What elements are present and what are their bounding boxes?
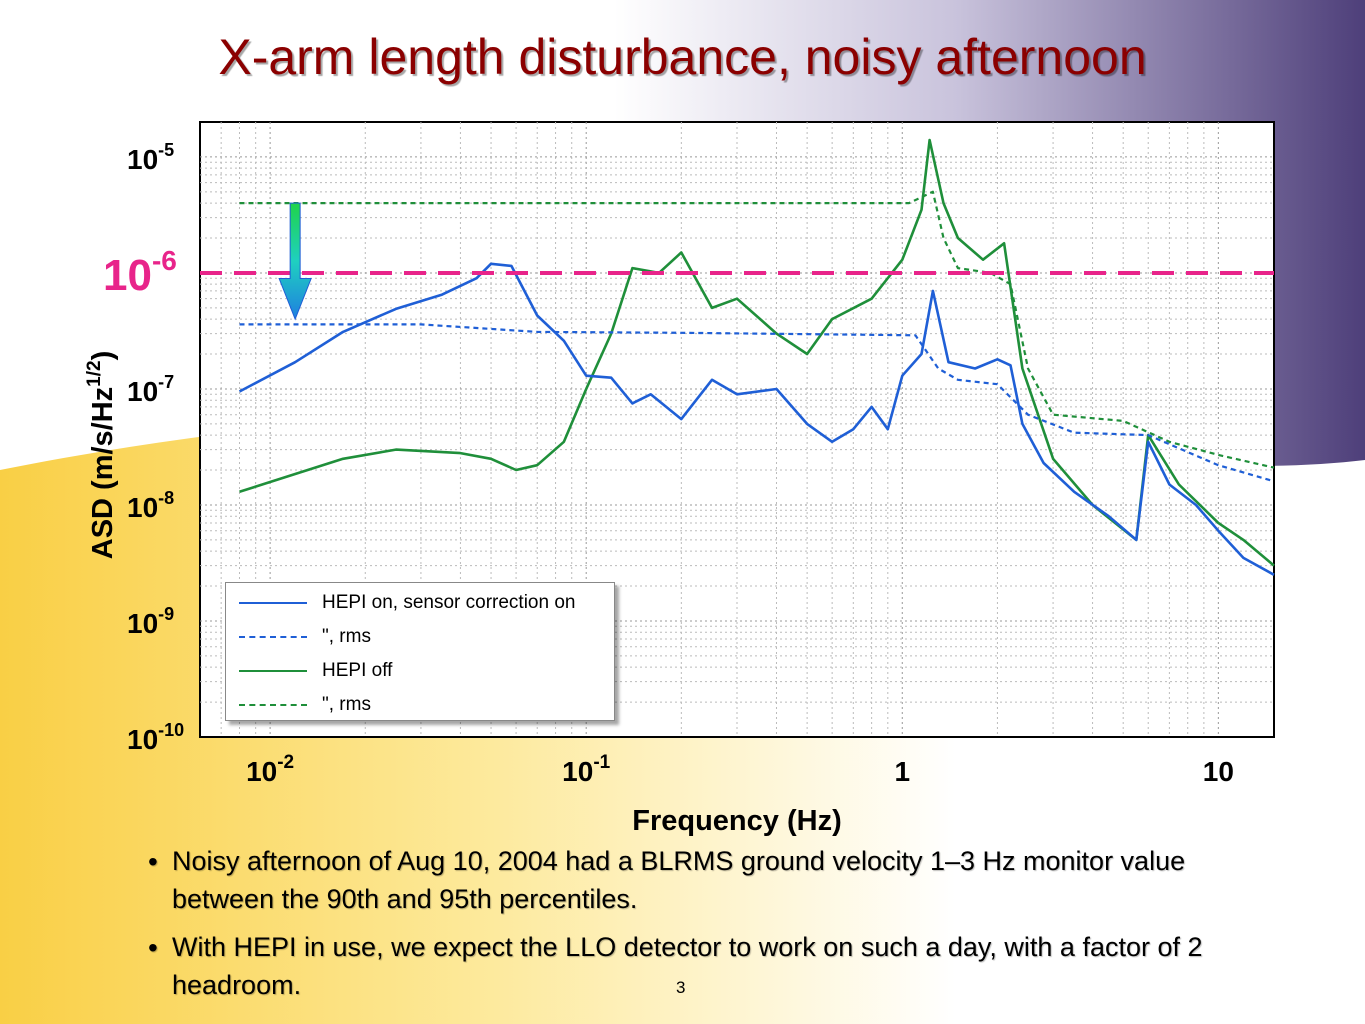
bullet-text: With HEPI in use, we expect the LLO dete… — [172, 932, 1203, 1000]
y-tick-label: 10-9 — [127, 604, 174, 639]
legend-swatch — [239, 602, 307, 604]
bullet-list: • Noisy afternoon of Aug 10, 2004 had a B… — [145, 842, 1245, 1014]
x-tick-label: 10-1 — [562, 752, 610, 787]
series-line — [239, 323, 1275, 483]
legend-swatch — [239, 670, 307, 672]
threshold-label: 10-6 — [103, 245, 177, 300]
legend-swatch — [239, 704, 307, 706]
legend-item: HEPI off — [226, 660, 614, 681]
legend-label: ", rms — [322, 694, 371, 715]
legend-label: HEPI off — [322, 660, 393, 681]
legend-item: ", rms — [226, 694, 614, 715]
threshold-layer: 10-6 — [103, 245, 1274, 300]
y-tick-label: 10-10 — [127, 720, 184, 755]
x-axis-label: Frequency (Hz) — [632, 805, 841, 837]
y-tick-label: 10-5 — [127, 140, 174, 175]
bullet-dot: • — [148, 846, 158, 877]
x-tick-label: 10 — [1203, 756, 1234, 787]
page-number: 3 — [676, 978, 686, 997]
legend-item: ", rms — [226, 626, 614, 647]
x-tick-label: 10-2 — [246, 752, 294, 787]
legend-swatch — [239, 636, 307, 638]
series-line — [238, 262, 1275, 576]
bullet-text: Noisy afternoon of Aug 10, 2004 had a BL… — [172, 846, 1186, 914]
y-axis-label: ASD (m/s/Hz1/2) — [84, 351, 119, 560]
bullet-item: • With HEPI in use, we expect the LLO det… — [145, 928, 1245, 1004]
chart-legend: HEPI on, sensor correction on ", rms HEPI … — [225, 582, 615, 721]
y-tick-label: 10-8 — [127, 488, 174, 523]
tick-labels: 10-2 10-1 1 10 10-5 10-7 10-8 10-9 10-10 — [127, 140, 1234, 787]
arrow-shape — [278, 202, 312, 321]
series-line — [239, 190, 1275, 469]
bullet-dot: • — [148, 932, 158, 963]
x-tick-label: 1 — [894, 756, 910, 787]
y-tick-label: 10-7 — [127, 372, 174, 407]
bullet-item: • Noisy afternoon of Aug 10, 2004 had a B… — [145, 842, 1245, 918]
series-layer — [238, 138, 1275, 576]
legend-item: HEPI on, sensor correction on — [226, 592, 614, 613]
legend-label: ", rms — [322, 626, 371, 647]
legend-label: HEPI on, sensor correction on — [322, 592, 576, 613]
annotation-arrow — [278, 202, 312, 321]
slide-title: X-arm length disturbance, noisy afternoo… — [218, 29, 1147, 85]
